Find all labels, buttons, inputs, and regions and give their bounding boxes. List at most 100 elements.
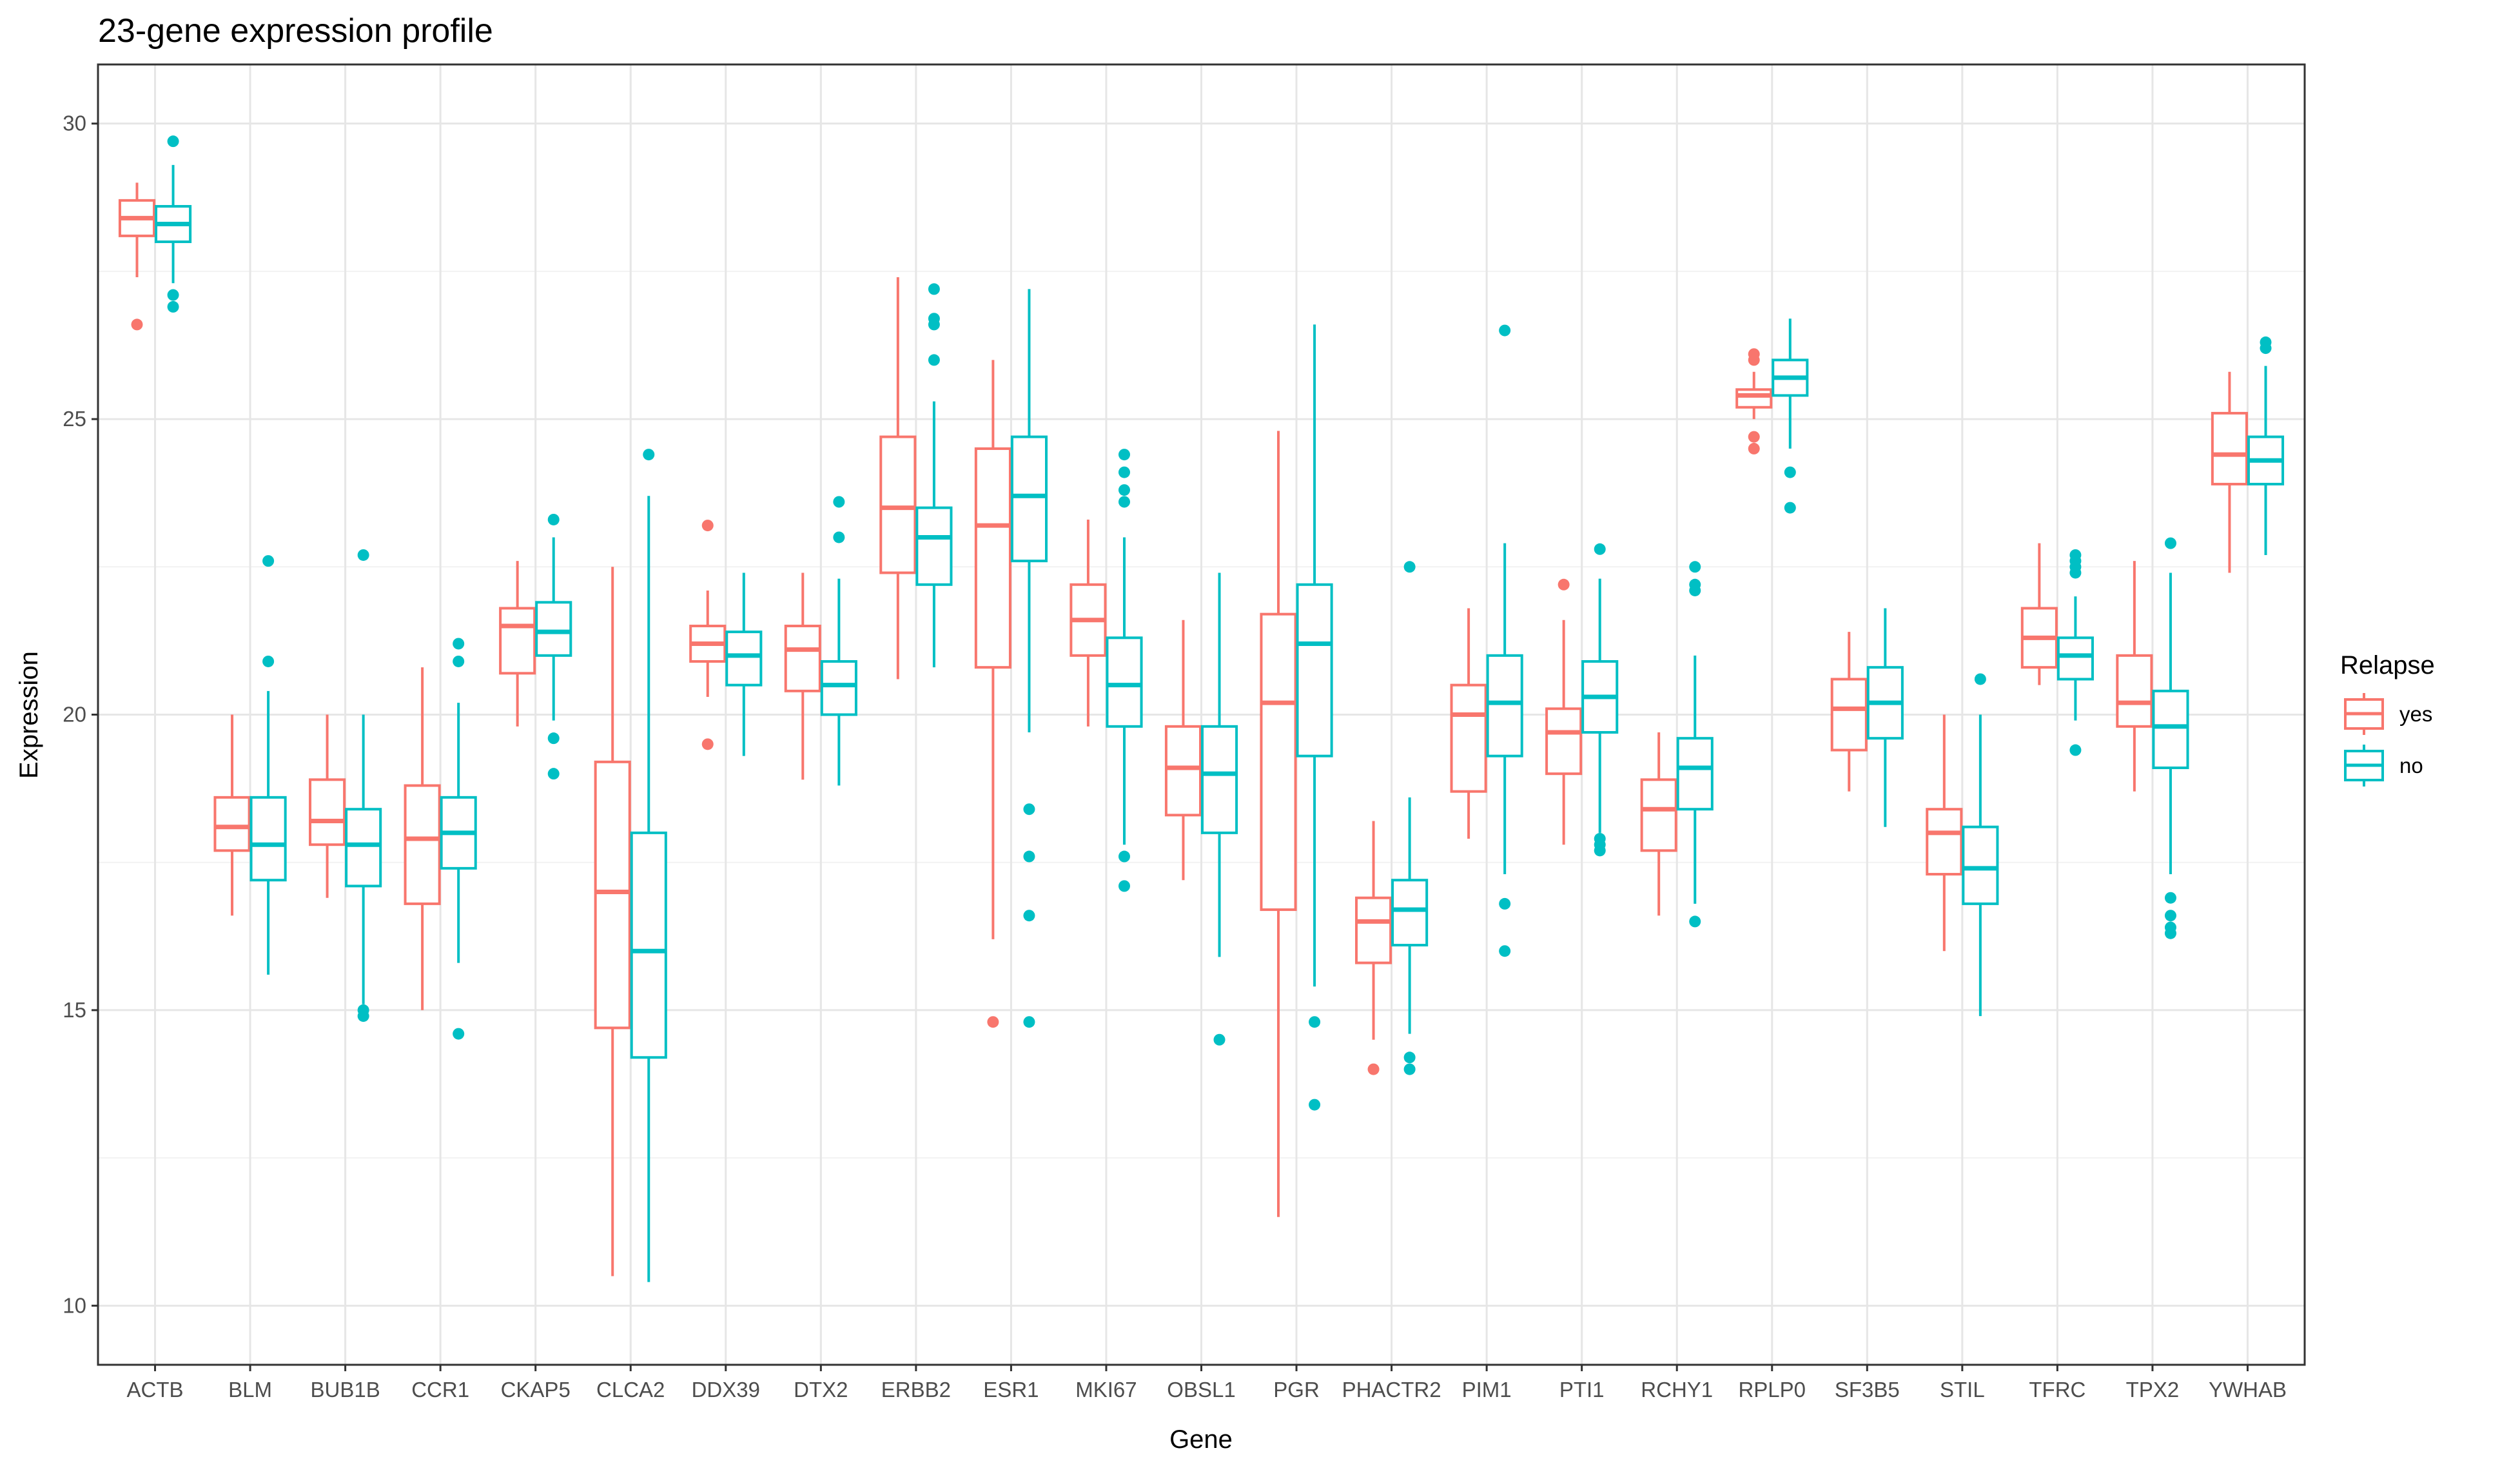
box-no-clca2 — [630, 449, 667, 1282]
outlier-point — [357, 1010, 369, 1022]
box-yes-pim1 — [1450, 608, 1487, 839]
box-no-pti1 — [1581, 543, 1619, 857]
x-tick-label: PGR — [1273, 1378, 1320, 1402]
box-iqr — [974, 447, 1011, 669]
legend-title: Relapse — [2340, 651, 2435, 679]
box-iqr — [1106, 636, 1143, 728]
outlier-point — [167, 135, 179, 148]
box-iqr — [535, 601, 572, 657]
x-tick-label: YWHAB — [2209, 1378, 2287, 1402]
outlier-point — [357, 549, 369, 561]
legend-entry-yes: yes — [2344, 693, 2432, 735]
box-iqr — [1676, 737, 1714, 811]
x-tick-label: RCHY1 — [1641, 1378, 1713, 1402]
box-no-dtx2 — [820, 496, 857, 786]
box-no-tfrc — [2056, 549, 2094, 756]
box-iqr — [404, 784, 441, 905]
x-tick-label: MKI67 — [1075, 1378, 1137, 1402]
x-tick-label: CLCA2 — [596, 1378, 665, 1402]
outlier-point — [1748, 442, 1760, 454]
box-iqr — [2056, 636, 2094, 681]
outlier-point — [1118, 850, 1130, 863]
box-no-sf3b5 — [1866, 608, 1904, 827]
outlier-point — [1784, 466, 1796, 478]
outlier-point — [928, 354, 940, 366]
box-iqr — [1962, 825, 1999, 905]
outlier-point — [1689, 915, 1701, 928]
outlier-point — [131, 318, 143, 331]
box-yes-tpx2 — [2116, 561, 2153, 792]
box-iqr — [630, 831, 667, 1059]
box-no-blm — [249, 555, 287, 975]
box-iqr — [1391, 879, 1429, 947]
x-tick-label: TFRC — [2029, 1378, 2085, 1402]
x-tick-label: ACTB — [127, 1378, 184, 1402]
box-no-bub1b — [345, 549, 382, 1022]
grid-layer — [98, 64, 2305, 1365]
outlier-point — [453, 638, 465, 650]
x-tick-label: PHACTR2 — [1342, 1378, 1441, 1402]
box-no-actb — [155, 135, 192, 313]
box-iqr — [499, 607, 536, 675]
box-no-pim1 — [1486, 324, 1523, 957]
box-yes-phactr2 — [1354, 821, 1392, 1075]
box-no-phactr2 — [1391, 561, 1429, 1075]
box-yes-actb — [118, 182, 156, 331]
box-yes-esr1 — [974, 360, 1011, 1028]
box-iqr — [249, 796, 287, 882]
legend-label: no — [2399, 754, 2423, 777]
axis-layer: 10 15 20 25 30 ACTB BLM BUB1B CCR1 CKAP5 CLCA2 DDX3… — [63, 112, 2287, 1402]
outlier-point — [1118, 880, 1130, 892]
x-tick-label: ESR1 — [983, 1378, 1039, 1402]
box-iqr — [1296, 583, 1333, 757]
box-iqr — [1545, 707, 1583, 776]
y-tick-label: 20 — [63, 703, 86, 727]
box-yes-bub1b — [309, 714, 346, 898]
box-yes-ccr1 — [404, 667, 441, 1010]
outlier-point — [1118, 484, 1130, 496]
outlier-point — [1594, 543, 1606, 555]
outlier-point — [928, 283, 940, 295]
outlier-point — [1023, 910, 1035, 922]
outlier-point — [1689, 561, 1701, 573]
box-no-tpx2 — [2152, 537, 2189, 939]
box-iqr — [820, 660, 857, 716]
x-tick-label: SF3B5 — [1835, 1378, 1900, 1402]
box-no-stil — [1962, 673, 1999, 1017]
outlier-point — [453, 655, 465, 667]
box-iqr — [725, 630, 763, 687]
box-no-rchy1 — [1676, 561, 1714, 928]
outlier-point — [701, 738, 714, 750]
outlier-point — [833, 496, 845, 508]
x-tick-label: PIM1 — [1462, 1378, 1512, 1402]
box-iqr — [1164, 725, 1202, 817]
outlier-point — [1023, 1016, 1035, 1028]
legend: Relapse yes no — [2340, 651, 2435, 787]
x-tick-label: CCR1 — [411, 1378, 469, 1402]
box-iqr — [2211, 411, 2248, 485]
outlier-point — [1309, 1099, 1321, 1111]
box-yes-pti1 — [1545, 578, 1583, 845]
x-tick-label: ERBB2 — [881, 1378, 951, 1402]
box-yes-ddx39 — [689, 520, 727, 750]
x-tick-label: BLM — [228, 1378, 272, 1402]
outlier-point — [2164, 892, 2176, 904]
box-iqr — [1450, 683, 1487, 793]
box-no-rplp0 — [1772, 318, 1809, 514]
x-tick-label: CKAP5 — [501, 1378, 571, 1402]
outlier-point — [1213, 1033, 1226, 1046]
box-iqr — [915, 506, 953, 586]
box-iqr — [1010, 435, 1048, 563]
box-no-mki67 — [1106, 449, 1143, 892]
outlier-point — [1499, 897, 1511, 910]
outlier-point — [547, 768, 560, 780]
box-iqr — [2116, 654, 2153, 728]
box-yes-stil — [1926, 714, 1963, 952]
box-iqr — [1486, 654, 1523, 757]
box-yes-dtx2 — [784, 572, 821, 780]
box-yes-sf3b5 — [1830, 632, 1868, 792]
legend-entries: yes no — [2344, 693, 2432, 787]
box-yes-ckap5 — [499, 561, 536, 727]
box-yes-ywhab — [2211, 371, 2248, 573]
